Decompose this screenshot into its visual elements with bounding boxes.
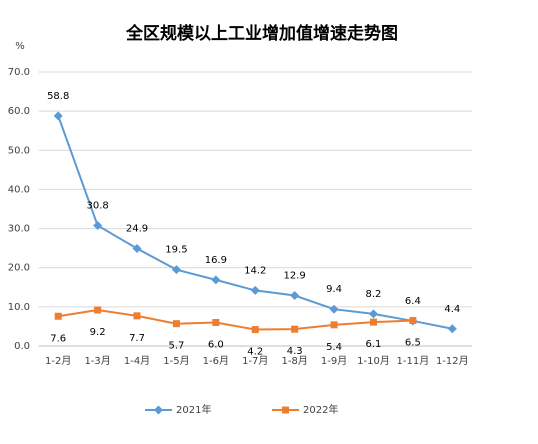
data-point — [369, 318, 377, 326]
x-tick-label: 1-5月 — [163, 355, 189, 367]
data-label: 6.1 — [366, 339, 382, 350]
data-label: 9.4 — [326, 284, 342, 295]
legend-marker — [154, 405, 163, 415]
data-label: 24.9 — [126, 224, 148, 235]
data-point — [94, 306, 102, 314]
y-tick-label: 40.0 — [8, 184, 30, 195]
data-point — [171, 265, 181, 275]
y-tick-label: 70.0 — [8, 67, 30, 78]
data-label: 30.8 — [86, 200, 108, 211]
y-tick-label: 20.0 — [8, 263, 30, 274]
y-tick-label: 30.0 — [8, 224, 30, 235]
data-label: 4.3 — [287, 346, 303, 357]
data-label: 5.4 — [326, 342, 342, 353]
data-point — [329, 304, 339, 314]
x-tick-label: 1-7月 — [242, 355, 268, 367]
data-point — [93, 220, 103, 230]
y-tick-label: 0.0 — [14, 341, 30, 352]
data-point — [368, 309, 378, 319]
x-tick-label: 1-11月 — [397, 355, 430, 367]
data-point — [53, 111, 63, 121]
data-label: 6.0 — [208, 340, 224, 351]
x-tick-label: 1-8月 — [281, 355, 307, 367]
data-point — [291, 325, 299, 333]
data-point — [330, 321, 338, 329]
data-point — [251, 326, 259, 334]
data-label: 7.6 — [50, 333, 66, 344]
legend-marker — [282, 406, 289, 414]
x-tick-label: 1-2月 — [45, 355, 71, 367]
series-line — [57, 115, 453, 330]
data-label: 8.2 — [366, 289, 382, 300]
data-point — [211, 275, 221, 285]
data-point — [212, 319, 220, 327]
data-label: 12.9 — [284, 271, 306, 282]
data-point — [290, 291, 300, 301]
x-tick-label: 1-6月 — [203, 355, 229, 367]
data-point — [172, 320, 180, 328]
x-tick-label: 1-9月 — [321, 355, 347, 367]
data-point — [132, 244, 142, 254]
data-point — [54, 312, 62, 320]
data-point — [250, 285, 260, 295]
chart-title: 全区规模以上工业增加值增速走势图 — [125, 23, 398, 44]
x-tick-label: 1-3月 — [84, 355, 110, 367]
y-tick-label: 10.0 — [8, 302, 30, 313]
data-label: 4.4 — [444, 304, 460, 315]
y-axis-unit: % — [15, 41, 25, 52]
legend-label: 2021年 — [176, 403, 211, 416]
legend-label: 2022年 — [303, 403, 338, 416]
x-tick-label: 1-10月 — [357, 355, 390, 367]
x-tick-label: 1-4月 — [124, 355, 150, 367]
data-label: 7.7 — [129, 333, 145, 344]
x-tick-label: 1-12月 — [436, 355, 469, 367]
data-point — [409, 317, 417, 325]
data-label: 16.9 — [205, 255, 227, 266]
data-label: 4.2 — [247, 347, 263, 358]
data-label: 5.7 — [168, 341, 184, 352]
data-label: 9.2 — [90, 327, 106, 338]
data-point — [447, 324, 457, 334]
y-tick-label: 50.0 — [8, 145, 30, 156]
data-label: 6.5 — [405, 338, 421, 349]
y-tick-label: 60.0 — [8, 106, 30, 117]
data-label: 19.5 — [165, 245, 187, 256]
series-line — [58, 308, 413, 331]
data-point — [133, 312, 141, 320]
data-label: 58.8 — [47, 91, 69, 102]
data-label: 14.2 — [244, 265, 266, 276]
data-label: 6.4 — [405, 296, 421, 307]
